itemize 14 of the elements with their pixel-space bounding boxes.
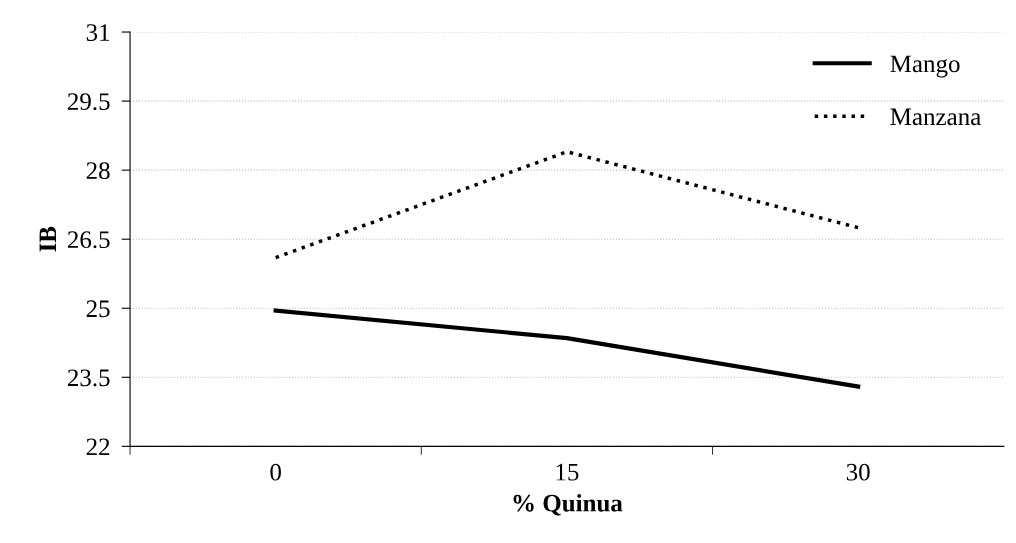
x-tick-label: 15 xyxy=(556,463,579,481)
y-axis-title: IB xyxy=(39,226,57,252)
legend-label: Mango xyxy=(890,55,960,78)
y-tick-label: 28 xyxy=(86,162,110,180)
y-tick-label: 22 xyxy=(86,438,110,456)
legend-label: Manzana xyxy=(890,108,981,126)
y-tick-label: 23.5 xyxy=(67,369,110,387)
x-axis-title: % Quinua xyxy=(513,494,623,516)
x-tick-label: 0 xyxy=(270,463,281,481)
y-tick-label: 31 xyxy=(86,24,110,41)
x-tick-label: 30 xyxy=(846,463,870,481)
y-tick-label: 26.5 xyxy=(67,231,110,249)
y-tick-label: 29.5 xyxy=(67,93,110,111)
y-tick-label: 25 xyxy=(86,300,110,318)
